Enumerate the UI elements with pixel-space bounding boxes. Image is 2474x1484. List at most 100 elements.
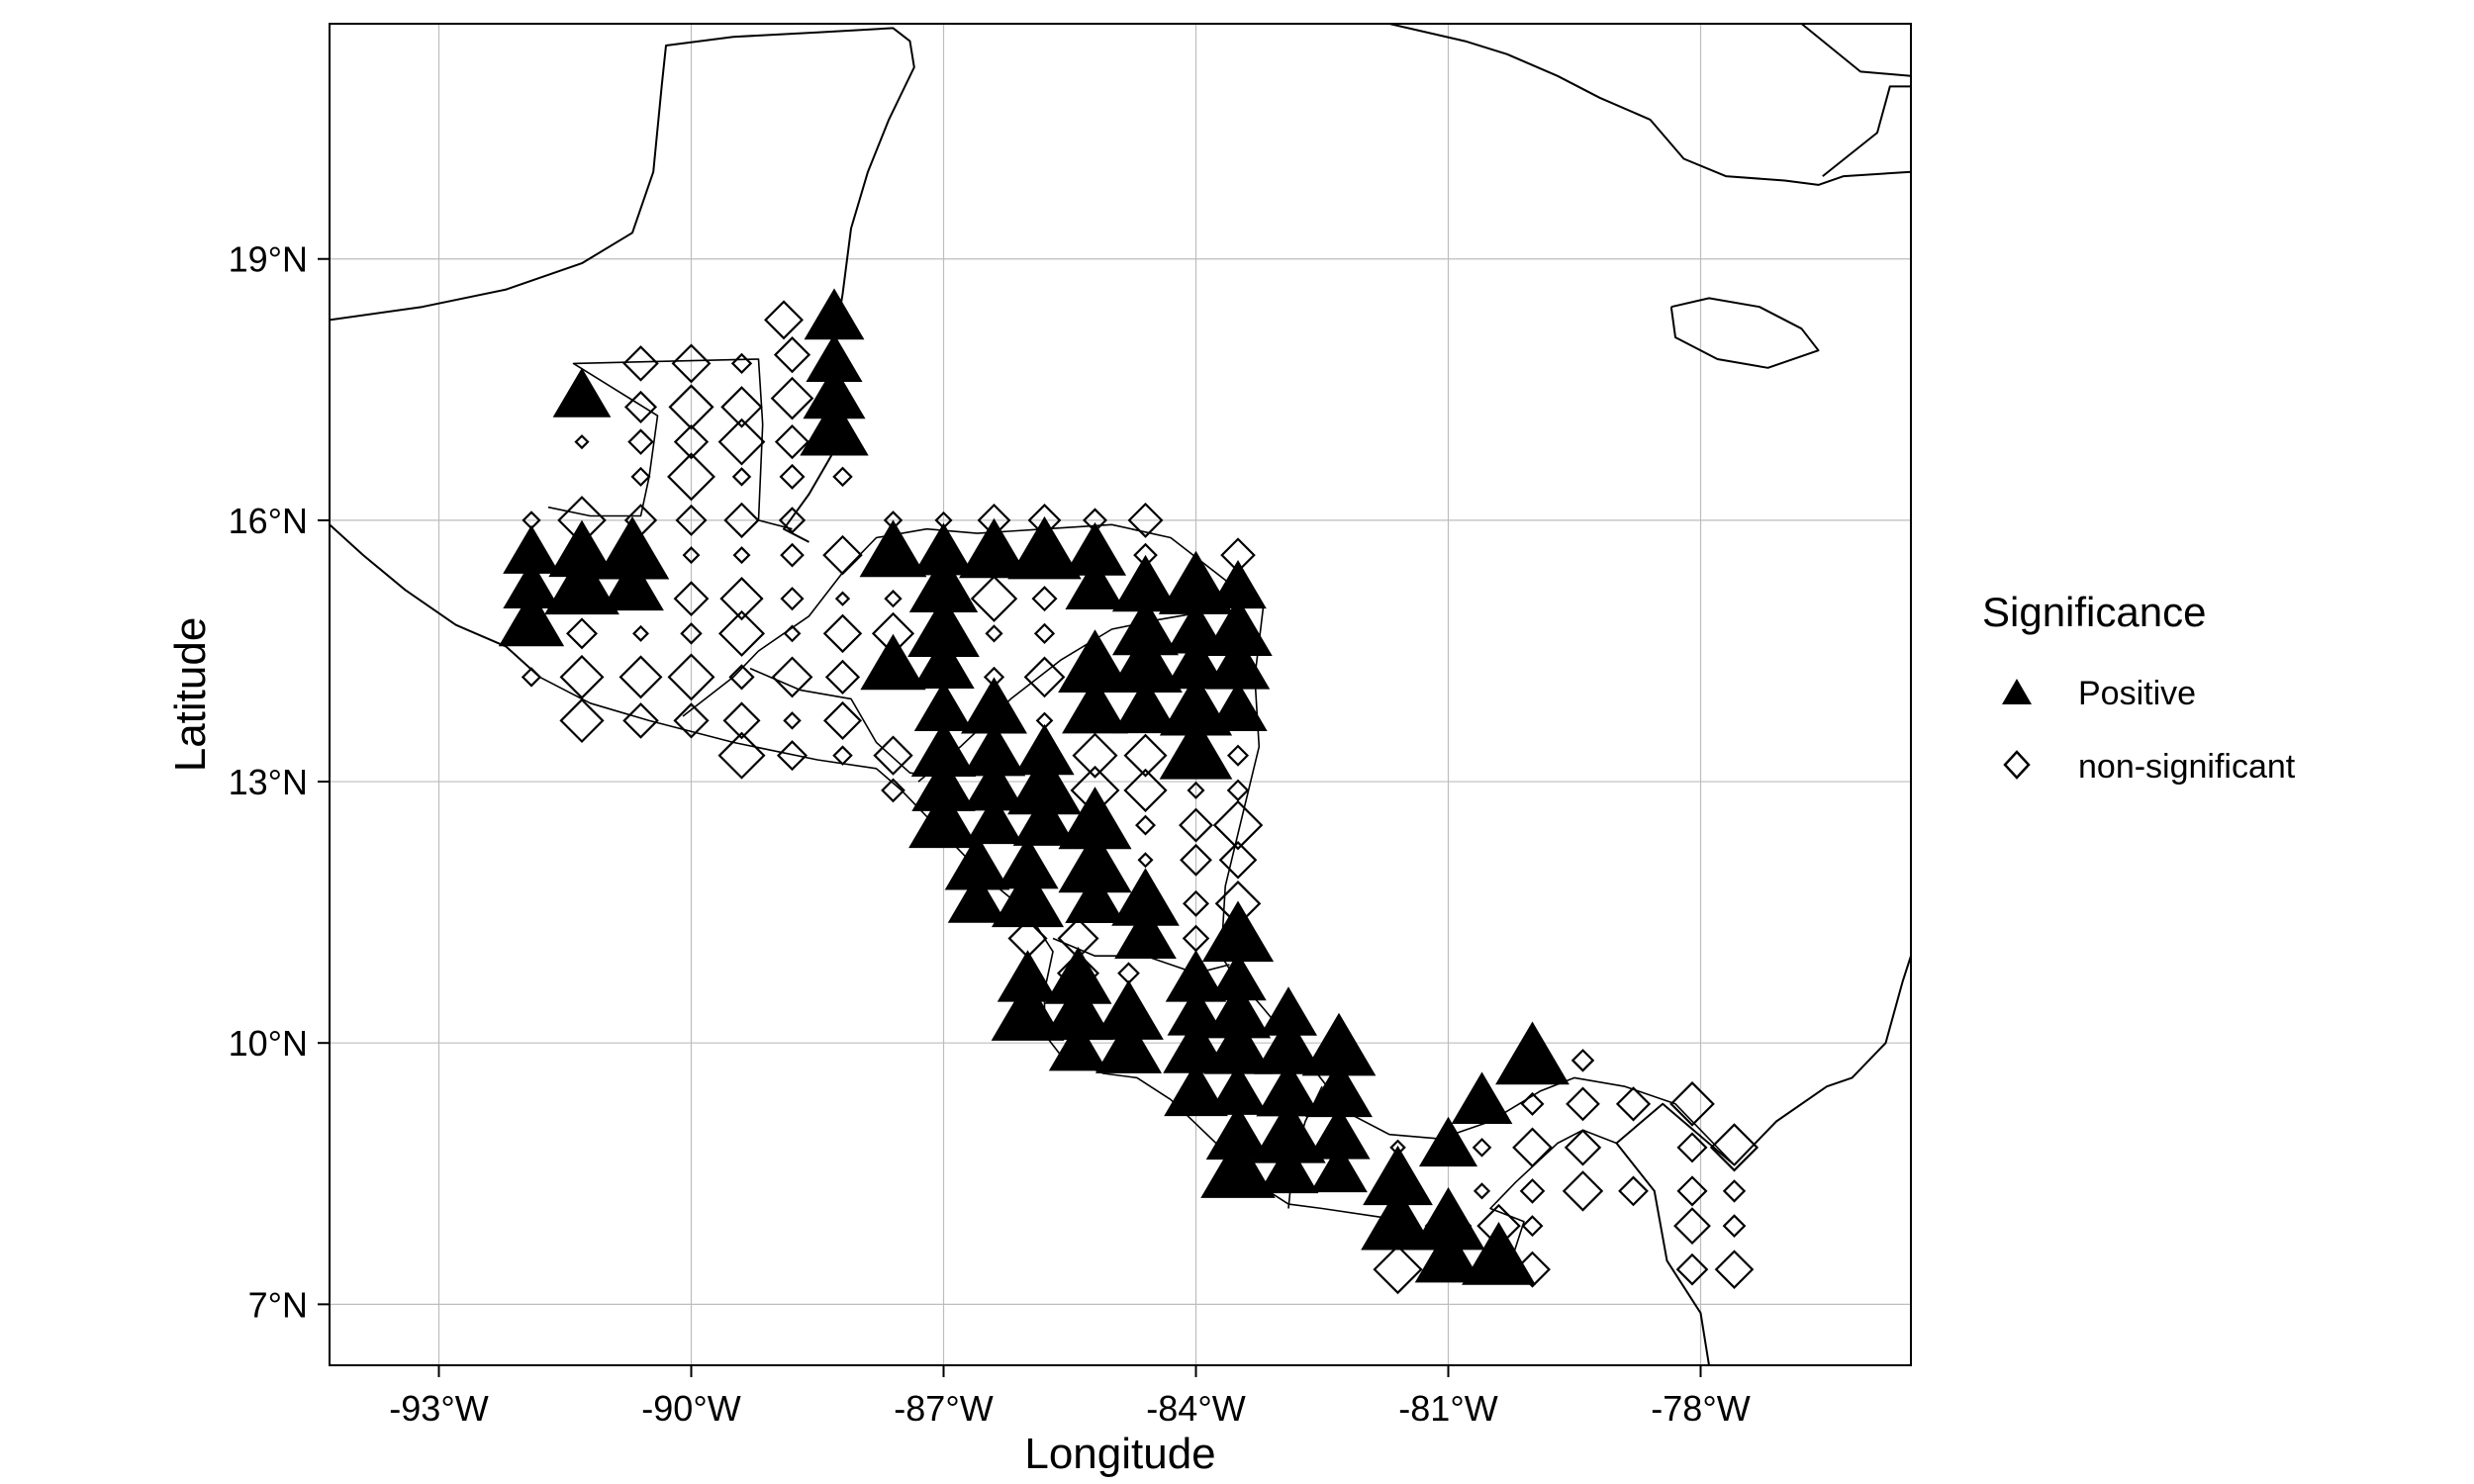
non-significant-diamond-marker xyxy=(680,622,703,645)
non-significant-diamond-marker xyxy=(832,745,853,766)
positive-triangle-marker xyxy=(1363,1145,1433,1206)
non-significant-diamond-marker xyxy=(618,655,663,699)
non-significant-diamond-marker xyxy=(1566,1086,1600,1122)
non-significant-diamond-marker xyxy=(731,467,752,487)
non-significant-diamond-marker xyxy=(1722,1179,1747,1203)
legend: Significance Positive non-significant xyxy=(1982,589,2296,786)
non-significant-diamond-marker xyxy=(783,624,802,643)
non-significant-diamond-marker xyxy=(1615,1086,1652,1122)
positive-triangle-marker xyxy=(1007,515,1082,580)
gridlines xyxy=(330,24,1911,1365)
y-tick-label: 10°N xyxy=(229,1023,308,1064)
positive-triangle-marker xyxy=(912,635,975,689)
positive-triangle-marker xyxy=(800,397,869,456)
non-significant-diamond-marker xyxy=(1226,779,1250,802)
positive-triangle-marker xyxy=(1203,597,1273,657)
positive-triangle-marker xyxy=(1108,629,1183,693)
positive-triangle-marker xyxy=(1207,1064,1269,1115)
non-significant-diamond-marker xyxy=(1673,1207,1711,1246)
non-significant-diamond-marker xyxy=(1218,840,1258,880)
non-significant-diamond-marker xyxy=(1709,1123,1760,1172)
positive-triangle-marker xyxy=(503,524,560,574)
non-significant-diamond-marker xyxy=(1564,1129,1602,1166)
x-tick-label: -90°W xyxy=(641,1388,740,1429)
non-significant-diamond-marker xyxy=(773,335,811,374)
non-significant-diamond-marker xyxy=(1137,852,1154,869)
border-mexico-guatemala xyxy=(547,358,793,530)
panel-border xyxy=(329,23,1912,1366)
non-significant-diamond-marker xyxy=(1035,711,1054,730)
positive-triangle-marker xyxy=(498,590,565,647)
non-significant-diamond-marker xyxy=(778,507,807,534)
non-significant-diamond-marker xyxy=(732,546,751,565)
non-significant-diamond-marker xyxy=(774,424,810,460)
non-significant-diamond-marker xyxy=(1226,744,1250,767)
positive-triangle-marker xyxy=(1259,986,1318,1036)
positive-triangle-marker xyxy=(1301,1012,1377,1076)
positive-triangle-marker xyxy=(1058,629,1132,693)
positive-triangle-marker xyxy=(1414,1225,1482,1283)
positive-triangle-marker xyxy=(860,633,926,691)
non-significant-diamond-marker xyxy=(1123,733,1168,778)
non-significant-diamond-marker xyxy=(673,423,710,460)
legend-title: Significance xyxy=(1982,589,2206,635)
legend-key-positive-triangle-icon xyxy=(2002,679,2032,704)
y-tick-label: 16°N xyxy=(229,501,308,541)
positive-triangle-marker xyxy=(997,950,1059,1002)
positive-triangle-marker xyxy=(1167,986,1225,1036)
positive-triangle-marker xyxy=(1204,981,1272,1039)
non-significant-diamond-marker xyxy=(1182,924,1210,953)
non-significant-diamond-marker xyxy=(871,611,915,655)
positive-triangle-marker xyxy=(1158,550,1234,614)
positive-triangle-marker xyxy=(503,560,560,609)
positive-triangle-marker xyxy=(1094,1016,1163,1073)
positive-triangle-marker xyxy=(1111,554,1180,612)
non-significant-diamond-marker xyxy=(673,581,710,617)
non-significant-diamond-marker xyxy=(1676,1132,1708,1163)
positive-triangle-marker xyxy=(1065,558,1125,609)
positive-triangle-marker xyxy=(1254,1015,1323,1074)
non-significant-diamond-marker xyxy=(723,502,760,539)
positive-triangle-marker xyxy=(1200,1134,1276,1198)
positive-triangle-marker xyxy=(910,721,977,777)
positive-triangle-marker xyxy=(1418,1116,1478,1167)
non-significant-diamond-marker xyxy=(834,591,851,606)
non-significant-diamond-marker xyxy=(730,352,753,375)
non-significant-diamond-marker xyxy=(627,428,654,455)
non-significant-diamond-marker xyxy=(780,587,805,611)
positive-triangle-marker xyxy=(962,722,1026,777)
non-significant-diamond-marker xyxy=(1135,814,1156,836)
non-significant-diamond-marker xyxy=(717,609,766,657)
positive-triangle-marker xyxy=(963,757,1025,811)
non-significant-diamond-marker xyxy=(983,666,1005,689)
border-guatemala-elsalvador-honduras xyxy=(682,523,1239,717)
non-significant-diamond-marker xyxy=(717,417,766,466)
positive-triangle-marker xyxy=(1361,1186,1435,1251)
positive-triangle-marker xyxy=(1058,787,1132,850)
non-significant-diamond-marker xyxy=(824,659,861,696)
positive-triangle-marker xyxy=(991,865,1065,928)
non-significant-diamond-marker xyxy=(1669,1081,1715,1127)
non-significant-diamond-marker xyxy=(883,510,904,530)
positive-triangle-marker xyxy=(1058,830,1132,893)
positive-triangle-marker xyxy=(1165,950,1227,1002)
positive-triangle-marker xyxy=(1111,868,1180,926)
non-significant-diamond-marker xyxy=(667,452,715,502)
non-significant-diamond-marker xyxy=(521,667,542,688)
non-significant-diamond-marker xyxy=(1187,781,1205,799)
non-significant-diamond-marker xyxy=(764,300,804,340)
positive-triangle-marker xyxy=(1495,1021,1570,1085)
x-tick-label: -81°W xyxy=(1398,1388,1497,1429)
positive-triangle-marker xyxy=(1258,1142,1319,1194)
positive-triangle-marker xyxy=(1205,1105,1271,1160)
non-significant-diamond-marker xyxy=(822,534,863,576)
positive-triangle-marker xyxy=(804,288,865,340)
non-significant-diamond-marker xyxy=(668,384,714,430)
positive-triangle-marker xyxy=(959,517,1029,579)
positive-triangle-marker xyxy=(1205,634,1271,690)
non-significant-diamond-marker xyxy=(1127,502,1164,538)
non-significant-diamond-marker xyxy=(1220,537,1256,573)
non-significant-diamond-marker xyxy=(1123,768,1168,812)
positive-triangle-marker xyxy=(913,681,974,732)
x-tick-label: -93°W xyxy=(389,1388,488,1429)
